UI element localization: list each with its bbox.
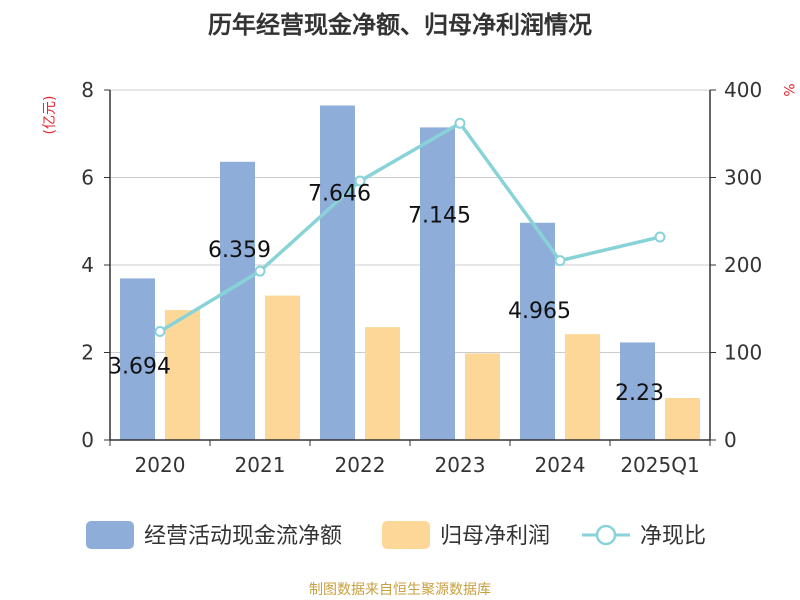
y-right-tick-label: 200 bbox=[724, 253, 762, 277]
legend-marker bbox=[595, 524, 617, 546]
bar-cashflow bbox=[420, 127, 455, 440]
bar-cashflow bbox=[620, 342, 655, 440]
cashflow-data-label: 4.965 bbox=[508, 299, 571, 324]
cashflow-data-label: 6.359 bbox=[208, 238, 271, 263]
bar-net-profit bbox=[365, 327, 400, 440]
ratio-point bbox=[354, 175, 366, 187]
ratio-line bbox=[154, 117, 666, 337]
x-tick-label: 2025Q1 bbox=[620, 453, 699, 477]
x-tick-label: 2024 bbox=[535, 453, 586, 477]
legend-swatch bbox=[382, 521, 430, 549]
source-note: 制图数据来自恒生聚源数据库 bbox=[309, 582, 491, 598]
x-tick-label: 2020 bbox=[135, 453, 186, 477]
bar-net-profit bbox=[465, 353, 500, 440]
bar-net-profit bbox=[265, 295, 300, 440]
x-tick-label: 2022 bbox=[335, 453, 386, 477]
y-right-label: % bbox=[780, 83, 796, 96]
legend-swatch bbox=[86, 521, 134, 549]
bar-net-profit bbox=[665, 398, 700, 440]
legend-label: 净现比 bbox=[640, 524, 706, 549]
bars bbox=[120, 105, 700, 441]
x-tick-label: 2023 bbox=[435, 453, 486, 477]
bar-cashflow bbox=[320, 105, 355, 441]
bar-cashflow bbox=[520, 222, 555, 440]
y-left-tick-label: 4 bbox=[81, 253, 94, 277]
cashflow-data-label: 3.694 bbox=[108, 354, 171, 379]
x-tick-label: 2021 bbox=[235, 453, 286, 477]
y-left-tick-label: 6 bbox=[81, 166, 94, 190]
legend: 经营活动现金流净额 归母净利润 净现比 bbox=[86, 521, 706, 549]
y-right-tick-label: 400 bbox=[724, 78, 762, 102]
bar-cashflow bbox=[220, 161, 255, 440]
y-left-tick-label: 8 bbox=[81, 78, 94, 102]
ratio-point bbox=[154, 326, 166, 337]
bar-cashflow bbox=[120, 278, 155, 440]
data-labels: 3.694 6.359 7.646 7.145 4.965 2.23 bbox=[108, 181, 664, 406]
y-right-tick-label: 100 bbox=[724, 341, 762, 365]
y-right-tick-label: 300 bbox=[724, 166, 762, 190]
cashflow-data-label: 7.646 bbox=[308, 181, 371, 206]
y-left-label: (亿元) bbox=[42, 96, 58, 135]
y-left-tick-label: 2 bbox=[81, 341, 94, 365]
y-left-tick-label: 0 bbox=[81, 428, 94, 452]
ratio-line-path bbox=[159, 121, 661, 333]
legend-label: 经营活动现金流净额 bbox=[144, 524, 342, 549]
gridlines bbox=[110, 89, 710, 353]
cashflow-data-label: 7.145 bbox=[408, 203, 471, 228]
chart-title: 历年经营现金净额、归母净利润情况 bbox=[208, 11, 592, 39]
bar-net-profit bbox=[565, 334, 600, 440]
legend-label: 归母净利润 bbox=[440, 524, 550, 549]
ratio-point bbox=[654, 231, 666, 243]
ratio-point bbox=[554, 255, 566, 267]
y-right-tick-label: 0 bbox=[724, 428, 737, 452]
ratio-point bbox=[454, 117, 466, 129]
ratio-point bbox=[254, 265, 266, 277]
cashflow-data-label: 2.23 bbox=[615, 381, 664, 406]
axes: 0 2 4 6 8 0 100 200 300 400 2020 2021 2022 2023 2024 20… bbox=[81, 78, 762, 477]
bar-net-profit bbox=[165, 310, 200, 440]
